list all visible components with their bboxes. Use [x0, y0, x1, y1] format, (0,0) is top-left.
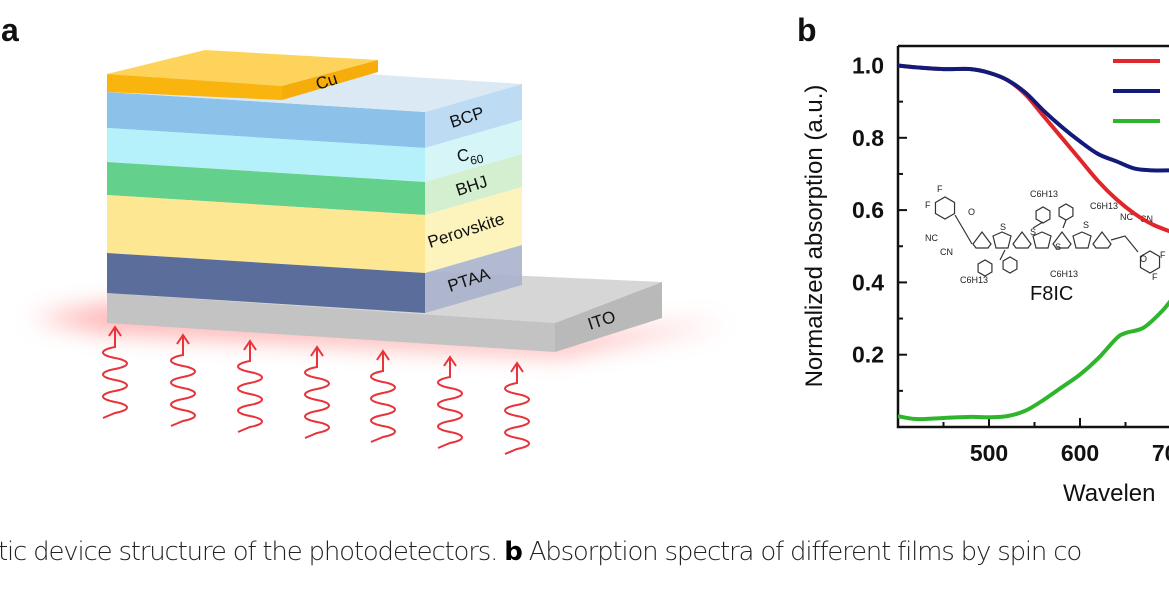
c60-subscript: 60	[469, 152, 485, 168]
light-wave-arrow	[370, 349, 396, 443]
layer-bcp	[107, 84, 522, 148]
figure-caption: tic device structure of the photodetecto…	[0, 537, 1083, 567]
layer-label-c60: C60	[455, 143, 485, 170]
light-wave-arrow	[170, 333, 196, 427]
light-wave-arrow	[237, 339, 263, 433]
light-wave-arrow	[304, 345, 330, 439]
atom-label: S	[1055, 242, 1061, 252]
atom-label: CN	[940, 247, 953, 257]
atom-label: O	[1140, 254, 1147, 264]
atom-label: F	[1152, 272, 1158, 282]
y-tick-label: 0.4	[852, 269, 884, 295]
y-tick-label: 0.6	[852, 197, 884, 223]
atom-label: S	[1000, 222, 1006, 232]
atom-label: O	[968, 207, 975, 217]
y-tick-label: 0.2	[852, 342, 884, 368]
light-wave-arrow	[437, 355, 463, 449]
x-tick-label: 700	[1152, 440, 1169, 466]
c-text: C	[455, 145, 470, 166]
layer-perovskite	[107, 187, 522, 273]
layer-cu	[107, 50, 378, 100]
light-wave-arrow	[102, 325, 128, 419]
molecule-name: F8IC	[1030, 283, 1073, 305]
device-structure-diagram: Cu BCP C60 BHJ Perovskite PTAA ITO	[30, 50, 730, 455]
atom-label: NC	[1120, 212, 1133, 222]
layer-bhj	[107, 154, 522, 215]
caption-part-2: Absorption spectra of different films by…	[521, 537, 1083, 567]
atom-label: NC	[925, 233, 938, 243]
atom-label: F	[937, 184, 943, 194]
x-tick-label: 600	[1061, 440, 1099, 466]
atom-label: C6H13	[1030, 189, 1058, 199]
panel-a-label: a	[1, 12, 19, 48]
y-tick-label: 0.8	[852, 125, 884, 151]
atom-label: S	[1030, 227, 1036, 237]
layer-c60	[107, 120, 522, 182]
atom-label: C6H13	[960, 275, 988, 285]
light-wave-arrow	[504, 361, 530, 455]
atom-label: C6H13	[1090, 201, 1118, 211]
x-axis-label: Wavelen	[1063, 480, 1155, 507]
series-line-1	[897, 63, 1169, 173]
y-axis-label: Normalized absorption (a.u.)	[801, 85, 828, 388]
series-line-2	[897, 299, 1169, 422]
atom-label: C6H13	[1050, 269, 1078, 279]
y-tick-label: 1.0	[852, 53, 884, 79]
caption-part-1: tic device structure of the photodetecto…	[0, 537, 505, 567]
caption-bold-b: b	[504, 537, 523, 567]
atom-label: F	[925, 200, 931, 210]
atom-label: S	[1083, 220, 1089, 230]
layer-ptaa	[107, 245, 522, 313]
atom-label: F	[1160, 250, 1166, 260]
x-tick-label: 500	[970, 440, 1008, 466]
panel-b-label: b	[797, 12, 817, 48]
